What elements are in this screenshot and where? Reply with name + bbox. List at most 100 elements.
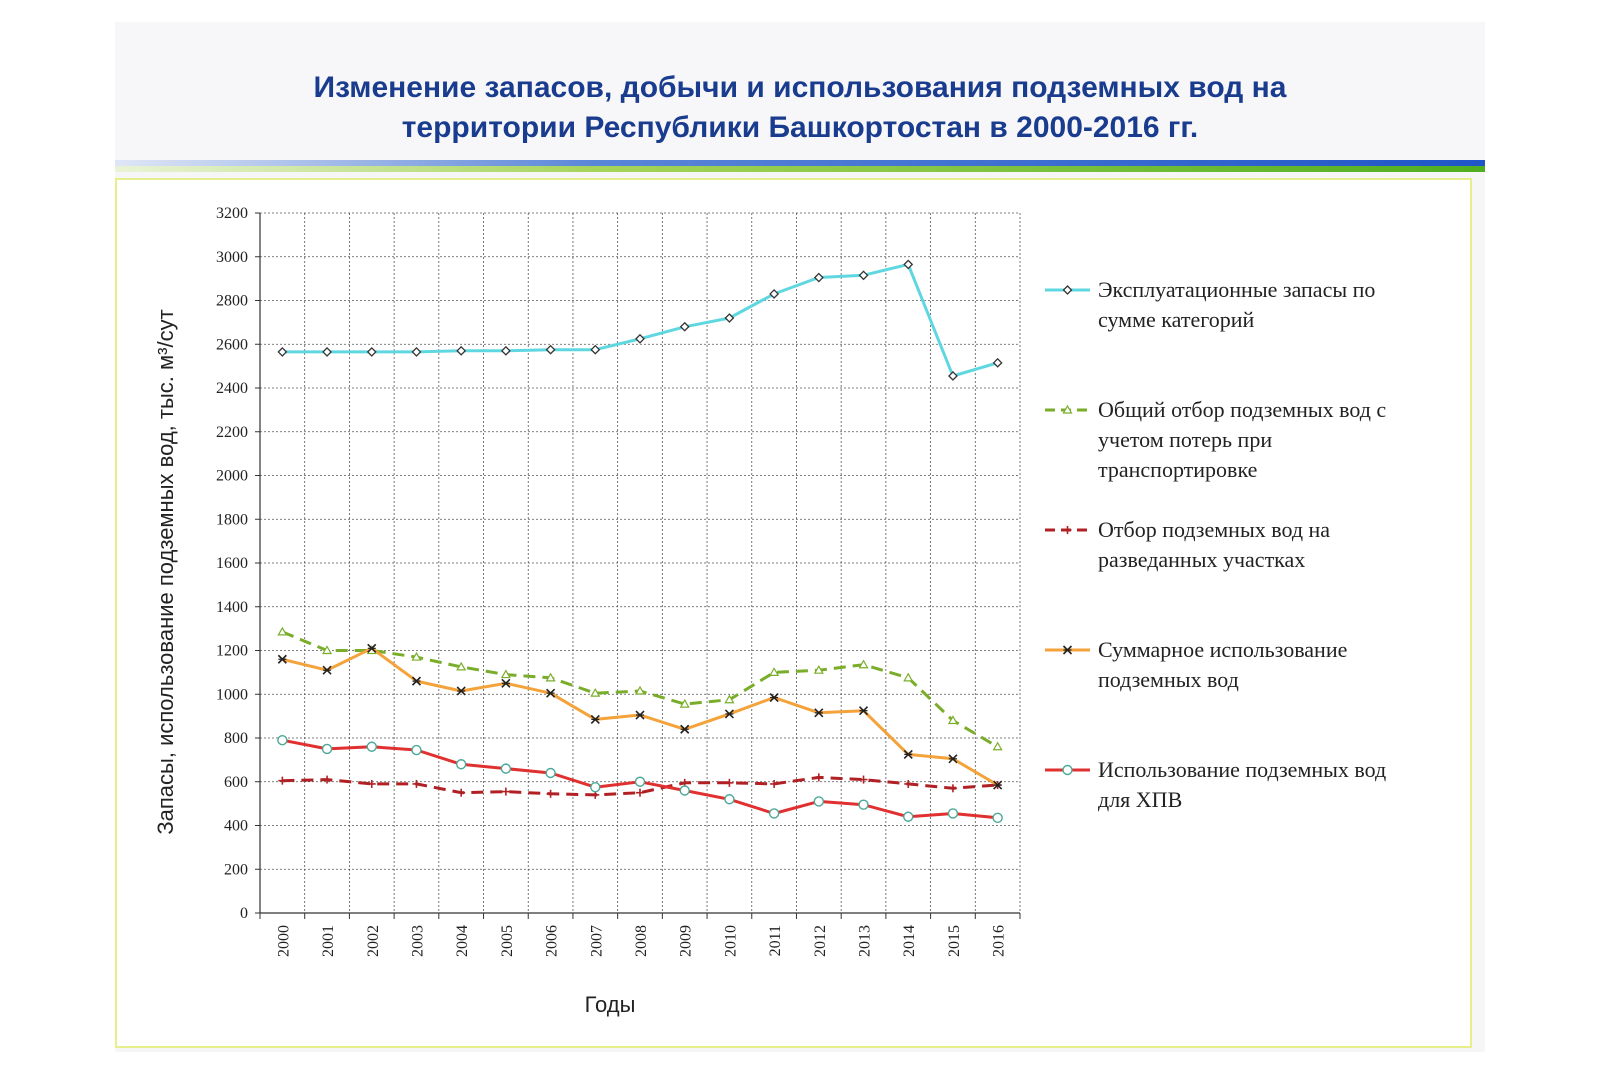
diamond-marker — [724, 313, 735, 323]
circle-marker — [992, 812, 1003, 824]
y-tick-label: 600 — [224, 774, 248, 791]
triangle-marker — [545, 672, 556, 682]
y-tick-label: 2800 — [216, 293, 248, 310]
data-point — [321, 743, 333, 755]
data-point — [411, 651, 422, 661]
circle-marker — [724, 794, 735, 805]
data-point — [814, 773, 823, 782]
legend-label: подземных вод — [1098, 667, 1239, 692]
data-point — [1062, 645, 1073, 655]
legend-label: разведанных участках — [1098, 547, 1305, 572]
data-point — [635, 333, 645, 344]
series-1 — [277, 259, 1003, 381]
x-tick-label: 2012 — [812, 925, 829, 957]
data-point — [277, 734, 288, 746]
x-tick-label: 2015 — [946, 925, 963, 957]
data-point — [500, 345, 511, 356]
data-point — [500, 763, 512, 774]
x-tick-label: 2001 — [320, 925, 337, 957]
data-point — [545, 344, 556, 355]
circle-marker — [858, 799, 869, 810]
y-tick-label: 3000 — [216, 249, 248, 266]
diamond-marker — [635, 333, 645, 344]
diamond-marker — [903, 259, 914, 270]
circle-marker — [411, 744, 422, 756]
triangle-marker — [947, 715, 958, 725]
data-point — [903, 811, 914, 822]
data-point — [769, 289, 780, 299]
data-point — [769, 692, 779, 703]
data-point — [858, 799, 869, 810]
diamond-marker — [277, 346, 288, 357]
data-point — [947, 715, 958, 725]
diamond-marker — [500, 345, 511, 356]
x-tick-label: 2011 — [767, 925, 784, 956]
data-point — [322, 645, 333, 655]
data-point — [948, 371, 958, 381]
diamond-marker — [322, 346, 332, 357]
page-title-line-1: Изменение запасов, добычи и использовани… — [313, 71, 1287, 104]
triangle-marker — [634, 685, 646, 695]
y-tick-label: 200 — [224, 861, 248, 878]
data-point — [457, 788, 466, 797]
y-tick-label: 800 — [224, 730, 248, 747]
data-point — [546, 789, 555, 798]
data-point — [770, 779, 779, 788]
data-point — [769, 667, 780, 676]
data-point — [412, 779, 421, 788]
circle-marker — [947, 808, 959, 819]
data-point — [636, 788, 644, 797]
y-tick-label: 400 — [224, 818, 248, 835]
y-tick-label: 1200 — [216, 643, 248, 660]
circle-marker — [500, 763, 512, 774]
diamond-marker — [813, 272, 824, 283]
data-point — [858, 270, 869, 281]
diamond-marker — [590, 344, 601, 355]
x-axis-title: Годы — [585, 992, 636, 1017]
data-point — [903, 749, 913, 759]
triangle-marker — [858, 659, 869, 669]
data-point — [679, 785, 690, 796]
data-point — [278, 776, 287, 785]
legend-label: Эксплуатационные запасы по — [1098, 277, 1375, 302]
data-point — [813, 796, 825, 807]
data-point — [992, 357, 1003, 368]
data-point — [992, 812, 1003, 824]
legend-label: Отбор подземных вод на — [1098, 517, 1330, 542]
data-point — [725, 778, 734, 787]
x-tick-label: 2009 — [678, 925, 695, 957]
x-tick-label: 2016 — [991, 925, 1008, 957]
triangle-marker — [1062, 404, 1073, 414]
data-point — [411, 744, 422, 756]
y-tick-label: 2400 — [216, 380, 248, 397]
y-tick-label: 1400 — [216, 599, 248, 616]
data-point — [456, 686, 466, 696]
data-point — [590, 714, 600, 724]
circle-marker — [1062, 764, 1073, 776]
data-point — [590, 687, 601, 697]
data-point — [635, 710, 645, 720]
data-point — [768, 808, 780, 819]
data-point — [277, 654, 287, 664]
data-point — [813, 272, 824, 283]
page-title-line-2: территории Республики Башкортостан в 200… — [401, 111, 1199, 144]
data-point — [1062, 764, 1073, 776]
x-tick-label: 2005 — [499, 925, 516, 957]
legend-item-5: Использование подземных вод для ХПВ — [1045, 757, 1386, 812]
triangle-marker — [813, 664, 824, 674]
triangle-marker — [992, 741, 1003, 751]
title-rule-blue — [115, 160, 1485, 166]
triangle-marker — [769, 667, 780, 676]
x-tick-label: 2007 — [588, 925, 605, 957]
data-point — [858, 706, 869, 716]
y-axis-title: Запасы, использование подземных вод, тыс… — [153, 309, 178, 834]
data-point — [992, 741, 1003, 751]
page-title: Изменение запасов, добычи и использовани… — [115, 68, 1485, 148]
y-tick-label: 2200 — [216, 424, 248, 441]
data-point — [679, 698, 690, 708]
legend-item-4: Суммарное использование подземных вод — [1045, 637, 1347, 692]
diamond-marker — [858, 270, 869, 281]
triangle-marker — [456, 661, 467, 671]
triangle-marker — [679, 698, 690, 708]
